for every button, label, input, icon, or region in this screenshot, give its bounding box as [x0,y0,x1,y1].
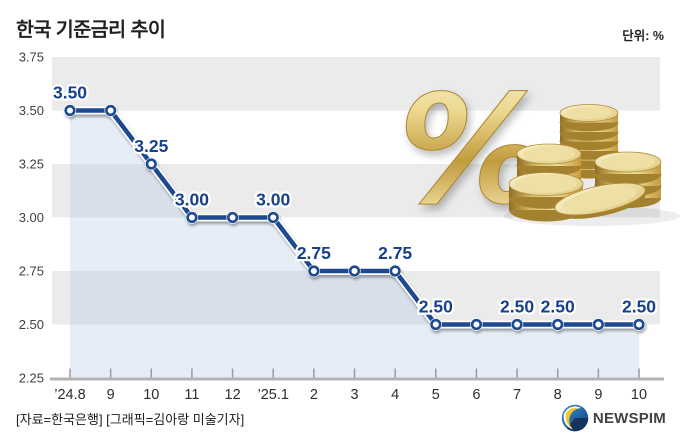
page-title: 한국 기준금리 추이 [16,19,166,41]
svg-text:2.75: 2.75 [378,243,412,263]
svg-text:3.00: 3.00 [19,210,44,225]
svg-text:9: 9 [107,387,115,403]
svg-text:’24.8: ’24.8 [54,387,85,403]
area-fill [70,110,640,378]
svg-text:3: 3 [350,387,358,403]
x-axis [50,368,664,381]
svg-text:2: 2 [310,387,318,403]
unit-label: 단위: % [622,29,664,43]
svg-text:3.00: 3.00 [175,190,209,210]
svg-text:8: 8 [554,387,562,403]
newspim-logo-icon [561,404,589,432]
svg-text:3.75: 3.75 [19,50,44,65]
svg-text:2.50: 2.50 [500,297,534,317]
svg-text:10: 10 [143,387,159,403]
svg-text:2.50: 2.50 [19,317,44,332]
svg-text:9: 9 [594,387,602,403]
svg-text:12: 12 [225,387,241,403]
gold-coins-icon [508,104,662,222]
source-credit: [자료=한국은행] [그래픽=김아랑 미술기자] [16,412,245,427]
x-axis-labels: ’24.8 9 10 11 12 ’25.1 2 3 4 5 6 7 8 9 10 [54,387,647,403]
svg-text:3.50: 3.50 [19,103,44,118]
svg-text:3.25: 3.25 [19,157,44,172]
svg-text:7: 7 [513,387,521,403]
gold-percent-coins-illustration: % [398,64,680,239]
svg-text:10: 10 [631,387,647,403]
svg-text:2.50: 2.50 [541,297,575,317]
svg-text:5: 5 [432,387,440,403]
newspim-logo-text: NEWSPIM [592,409,666,427]
data-points [63,104,646,331]
y-axis-labels: 2.25 2.50 2.75 3.00 3.25 3.50 3.75 [19,50,44,386]
svg-text:2.50: 2.50 [419,297,453,317]
svg-text:11: 11 [184,387,199,403]
svg-text:’25.1: ’25.1 [257,387,288,403]
value-labels: 3.50 3.25 3.00 3.00 2.75 2.75 2.50 2.50 2.50 2.50 [51,80,659,319]
svg-text:2.50: 2.50 [622,297,656,317]
svg-text:2.25: 2.25 [19,371,44,386]
trend-line [63,104,646,331]
svg-text:3.25: 3.25 [134,136,168,156]
base-rate-chart: % 3.50 3.25 3.00 3.00 2.75 2.75 2.50 2.50 2.50 2.5… [19,50,680,403]
newspim-logo: NEWSPIM [561,404,666,432]
svg-text:6: 6 [472,387,480,403]
svg-text:3.50: 3.50 [53,83,87,103]
svg-text:2.75: 2.75 [19,264,44,279]
svg-text:3.00: 3.00 [256,190,290,210]
svg-text:2.75: 2.75 [297,243,331,263]
svg-text:4: 4 [391,387,399,403]
